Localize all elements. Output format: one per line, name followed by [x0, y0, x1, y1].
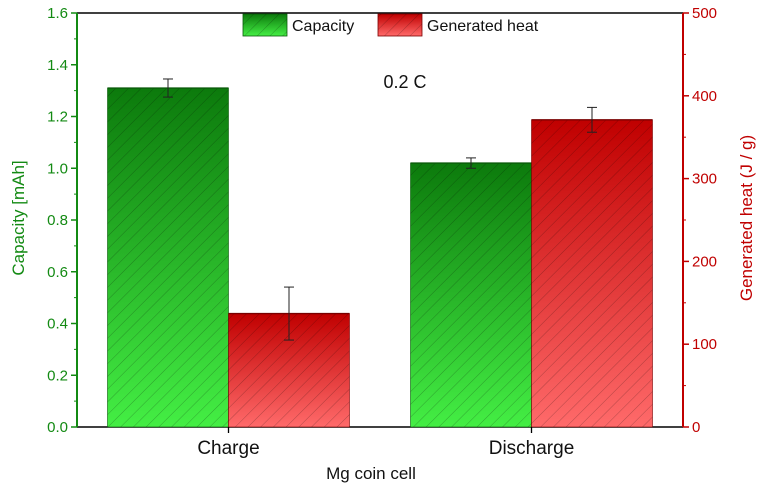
y-left-tick-label: 0.4 — [47, 316, 68, 333]
y-right-tick-label: 200 — [692, 253, 717, 270]
x-axis-label: Mg coin cell — [326, 464, 416, 483]
y-axis-right-label: Generated heat (J / g) — [737, 135, 756, 301]
category-labels: Charge Discharge — [197, 427, 574, 459]
legend: Capacity Generated heat — [242, 13, 539, 37]
x-category-label: Discharge — [489, 438, 575, 459]
y-left-tick-label: 1.6 — [47, 5, 68, 22]
bar-hatch — [107, 88, 229, 427]
legend-label-generated-heat: Generated heat — [427, 18, 539, 35]
x-category-label: Charge — [197, 438, 259, 459]
bar-hatch — [531, 119, 653, 427]
y-left-tick-label: 1.0 — [47, 160, 68, 177]
y-right-tick-label: 100 — [692, 336, 717, 353]
bars-layer — [107, 87, 653, 428]
legend-swatch-generated-heat-hatch — [378, 14, 422, 36]
y-left-tick-label: 1.2 — [47, 109, 68, 126]
y-right-tick-label: 400 — [692, 88, 717, 105]
y-left-tick-label: 0.8 — [47, 212, 68, 229]
left-axis-ticks: 0.0 0.2 0.4 0.6 0.8 1.0 1.2 1.4 1.6 — [47, 5, 77, 436]
y-right-tick-label: 0 — [692, 419, 700, 436]
legend-swatch-capacity-hatch — [243, 14, 287, 36]
y-left-tick-label: 0.0 — [47, 419, 68, 436]
y-right-tick-label: 500 — [692, 5, 717, 22]
error-bars-layer — [163, 78, 597, 341]
right-axis-ticks: 0 100 200 300 400 500 — [683, 5, 717, 436]
legend-label-capacity: Capacity — [292, 18, 354, 35]
y-axis-left-label: Capacity [mAh] — [9, 160, 28, 275]
y-left-tick-label: 0.6 — [47, 264, 68, 281]
y-left-tick-label: 0.2 — [47, 367, 68, 384]
annotation-rate: 0.2 C — [383, 72, 426, 92]
y-left-tick-label: 1.4 — [47, 57, 68, 74]
bar-hatch — [410, 163, 532, 427]
y-right-tick-label: 300 — [692, 171, 717, 188]
